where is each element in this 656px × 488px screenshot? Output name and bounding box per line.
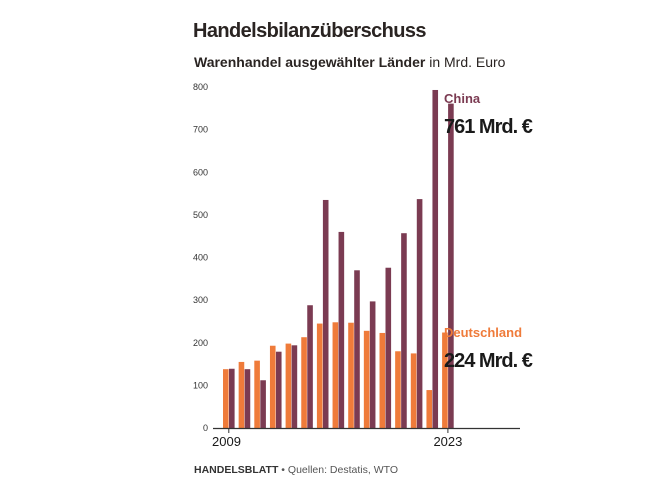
bar-china-2018 [369, 301, 376, 428]
bar-deutschland-2011 [254, 360, 260, 428]
source-footer: HANDELSBLATT • Quellen: Destatis, WTO [194, 464, 398, 476]
bar-deutschland-2013 [285, 343, 292, 428]
chart-title: Handelsbilanzüberschuss [193, 20, 427, 42]
subtitle-bold: Warenhandel ausgewählter Länder [194, 54, 426, 70]
bar-china-2021 [416, 199, 423, 428]
y-tick-label: 200 [193, 338, 208, 348]
bar-china-2017 [354, 270, 360, 428]
bar-deutschland-2022 [426, 390, 433, 428]
bar-deutschland-2009 [223, 369, 229, 428]
y-tick-label: 0 [203, 423, 208, 433]
bar-deutschland-2015 [316, 323, 323, 428]
bar-china-2020 [401, 233, 407, 428]
deutschland-label: Deutschland [444, 325, 522, 340]
y-tick-label: 700 [193, 125, 208, 135]
chart-subtitle: Warenhandel ausgewählter Länder in Mrd. … [194, 54, 505, 70]
series-labels: China 761 Mrd. € Deutschland 224 Mrd. € [444, 91, 534, 372]
bar-deutschland-2023 [442, 332, 448, 428]
x-tick-label-2023: 2023 [433, 434, 462, 449]
y-tick-label: 600 [193, 167, 208, 177]
bar-deutschland-2010 [238, 361, 245, 428]
y-axis: 0 100 200 300 400 500 600 700 800 [193, 82, 208, 433]
bar-china-2009 [229, 368, 235, 428]
subtitle-unit: in Mrd. Euro [425, 54, 506, 70]
bar-deutschland-2014 [301, 337, 307, 428]
bar-china-2014 [307, 305, 313, 428]
bar-china-2012 [275, 351, 282, 428]
bar-china-2013 [291, 345, 298, 428]
publisher: HANDELSBLATT [194, 464, 279, 476]
x-axis: 2009 2023 [212, 428, 462, 449]
y-tick-label: 400 [193, 253, 208, 263]
bar-china-2010 [244, 369, 251, 428]
y-tick-label: 100 [193, 380, 208, 390]
y-tick-label: 300 [193, 295, 208, 305]
bar-china-2019 [385, 267, 392, 428]
bar-deutschland-2020 [395, 351, 401, 428]
deutschland-value-label: 224 Mrd. € [444, 350, 533, 372]
bar-deutschland-2012 [269, 345, 276, 428]
bar-china-2016 [338, 231, 345, 428]
bar-china-2011 [260, 380, 266, 428]
china-label: China [444, 91, 481, 106]
y-tick-label: 500 [193, 210, 208, 220]
bar-china-2023 [448, 103, 454, 429]
bar-deutschland-2017 [348, 322, 354, 428]
bar-deutschland-2016 [332, 322, 339, 428]
bars [223, 89, 454, 429]
bar-china-2022 [432, 89, 439, 428]
y-tick-label: 800 [193, 82, 208, 92]
bar-china-2015 [322, 199, 329, 428]
bar-deutschland-2018 [363, 330, 370, 428]
bar-deutschland-2021 [410, 353, 417, 428]
bar-deutschland-2019 [379, 332, 386, 428]
x-tick-label-2009: 2009 [212, 434, 241, 449]
sources: • Quellen: Destatis, WTO [278, 464, 398, 476]
china-value-label: 761 Mrd. € [444, 116, 533, 138]
